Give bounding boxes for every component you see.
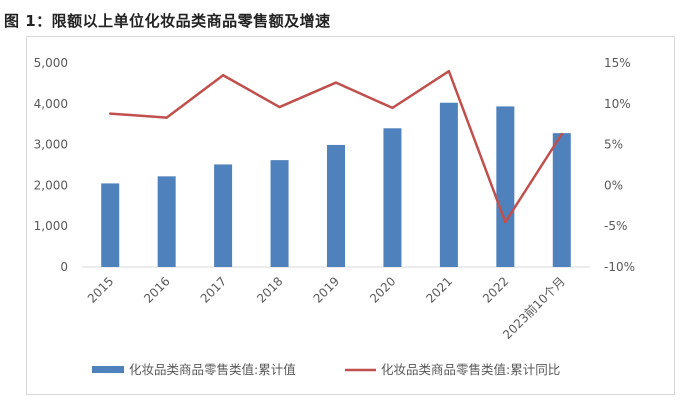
growth-point — [109, 112, 112, 115]
y-right-tick-label: 15% — [604, 56, 631, 70]
chart-title: 图 1：限额以上单位化妆品类商品零售额及增速 — [4, 12, 331, 30]
bar — [101, 183, 120, 267]
y-left-tick-label: 5,000 — [34, 56, 68, 70]
y-right-tick-label: -5% — [604, 219, 627, 233]
growth-point — [447, 69, 451, 73]
y-right-tick-label: 5% — [604, 138, 623, 152]
growth-point — [391, 106, 394, 110]
x-tick-label: 2020 — [367, 274, 398, 305]
x-tick-label: 2017 — [198, 274, 229, 305]
bar — [383, 128, 402, 267]
y-left-tick-label: 3,000 — [34, 138, 68, 152]
bar — [439, 102, 458, 267]
legend-line-label: 化妆品类商品零售类值:累计同比 — [381, 362, 560, 377]
bar — [157, 176, 176, 267]
y-right-tick-label: 0% — [604, 178, 623, 192]
x-tick-label: 2016 — [141, 274, 172, 305]
x-tick-label: 2021 — [424, 274, 455, 305]
chart-frame — [26, 36, 675, 395]
y-right-tick-label: -10% — [604, 260, 635, 274]
y-left-tick-label: 4,000 — [34, 97, 68, 111]
growth-point — [334, 81, 338, 84]
x-tick-label: 2022 — [480, 274, 511, 305]
x-tick-label: 2018 — [254, 274, 285, 305]
growth-point — [165, 116, 168, 119]
growth-point — [504, 220, 507, 224]
x-tick-label: 2019 — [311, 274, 342, 305]
x-tick-label: 2015 — [85, 274, 116, 305]
bar — [552, 133, 571, 267]
bar — [496, 106, 515, 268]
y-left-tick-label: 0 — [60, 260, 68, 274]
y-right-tick-label: 10% — [604, 97, 631, 111]
growth-point — [560, 132, 563, 136]
bar — [270, 160, 289, 267]
y-left-tick-label: 2,000 — [34, 178, 68, 192]
y-left-tick-label: 1,000 — [34, 219, 68, 233]
growth-point — [221, 74, 225, 77]
bar — [327, 144, 345, 267]
bar — [214, 164, 233, 267]
growth-point — [278, 105, 281, 109]
legend-bar-swatch — [92, 366, 124, 373]
legend-bar-label: 化妆品类商品零售类值:累计值 — [129, 362, 296, 377]
